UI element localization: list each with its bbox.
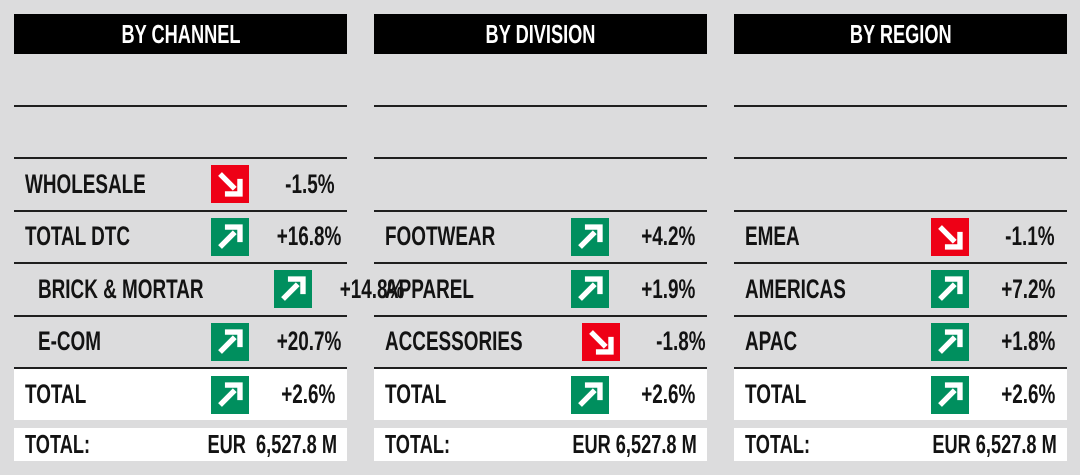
- trend-up-icon: [571, 375, 609, 414]
- metric-value: +20.7%: [276, 326, 342, 357]
- metric-value: +4.2%: [640, 221, 695, 252]
- grand-total-label: TOTAL:: [385, 429, 451, 459]
- metric-value: +14.8%: [340, 273, 405, 304]
- metric-row: BRICK & MORTAR +14.8%: [14, 264, 405, 317]
- metric-value: +1.9%: [640, 273, 695, 304]
- metric-label: E-COM: [38, 326, 101, 357]
- rows-by-region: EMEA -1.1% AMERICAS +7.2% APAC +1.8% TOTAL +2.6…: [734, 54, 1067, 420]
- panel-title: BY CHANNEL: [120, 18, 240, 49]
- metric-label: TOTAL: [25, 379, 87, 409]
- trend-up-icon: [211, 217, 249, 256]
- panel-by-channel: BY CHANNEL WHOLESALE -1.5% TOTAL DTC +16.8%…: [14, 14, 405, 461]
- grand-total-label: TOTAL:: [25, 429, 91, 459]
- empty-row: [734, 107, 1067, 159]
- grand-total-value: EUR 6,527.8 M: [572, 429, 697, 459]
- panel-header-by-channel: BY CHANNEL: [14, 14, 347, 54]
- empty-row: [374, 107, 707, 159]
- grand-total-label: TOTAL:: [745, 429, 811, 459]
- metric-label: FOOTWEAR: [385, 221, 496, 252]
- panel-header-by-division: BY DIVISION: [374, 14, 707, 54]
- grand-total-row: TOTAL: EUR 6,527.8 M: [14, 428, 347, 461]
- metric-value: +2.6%: [280, 379, 335, 409]
- metric-label: TOTAL DTC: [25, 221, 130, 252]
- rows-by-division: FOOTWEAR +4.2% APPAREL +1.9% ACCESSORIES -1.8…: [374, 54, 707, 420]
- metric-value: +7.2%: [1000, 273, 1055, 304]
- rows-by-channel: WHOLESALE -1.5% TOTAL DTC +16.8% BRICK & MOR…: [14, 54, 405, 420]
- metric-row: TOTAL +2.6%: [14, 369, 347, 420]
- empty-row: [14, 107, 347, 159]
- grand-total-row: TOTAL: EUR 6,527.8 M: [374, 428, 707, 461]
- metric-value: -1.5%: [285, 168, 335, 199]
- metric-row: TOTAL DTC +16.8%: [14, 212, 347, 264]
- grand-total-row: TOTAL: EUR 6,527.8 M: [734, 428, 1067, 461]
- metric-label: BRICK & MORTAR: [38, 273, 204, 304]
- metric-row: TOTAL +2.6%: [374, 369, 707, 420]
- metric-value: +2.6%: [640, 379, 695, 409]
- metric-row: ACCESSORIES -1.8%: [374, 317, 707, 369]
- metric-row: APAC +1.8%: [734, 317, 1067, 369]
- empty-row: [734, 54, 1067, 107]
- metric-row: EMEA -1.1%: [734, 212, 1067, 264]
- empty-row: [734, 159, 1067, 212]
- metric-value: +2.6%: [1000, 379, 1055, 409]
- metric-row: E-COM +20.7%: [14, 317, 347, 369]
- trend-up-icon: [571, 217, 609, 256]
- metric-label: AMERICAS: [745, 273, 846, 304]
- metric-label: TOTAL: [745, 379, 807, 409]
- metric-value: +16.8%: [276, 221, 342, 252]
- grand-total-value: EUR 6,527.8 M: [207, 429, 337, 459]
- trend-down-icon: [211, 165, 249, 204]
- metric-row: WHOLESALE -1.5%: [14, 159, 347, 212]
- trend-up-icon: [211, 322, 249, 361]
- metric-value: +1.8%: [1000, 326, 1055, 357]
- trend-up-icon: [211, 375, 249, 414]
- metric-label: TOTAL: [385, 379, 447, 409]
- metric-label: APAC: [745, 326, 798, 357]
- empty-row: [374, 159, 707, 212]
- trend-down-icon: [581, 322, 620, 361]
- empty-row: [14, 54, 347, 107]
- metric-row: TOTAL +2.6%: [734, 369, 1067, 420]
- trend-up-icon: [571, 270, 609, 309]
- metric-label: ACCESSORIES: [385, 326, 523, 357]
- metric-label: APPAREL: [385, 273, 474, 304]
- panel-header-by-region: BY REGION: [734, 14, 1067, 54]
- metric-row: AMERICAS +7.2%: [734, 264, 1067, 317]
- metric-label: WHOLESALE: [25, 168, 146, 199]
- metric-row: APPAREL +1.9%: [374, 264, 707, 317]
- panel-by-division: BY DIVISION FOOTWEAR +4.2% APPAREL +1.9% ACC…: [374, 14, 707, 461]
- trend-up-icon: [274, 270, 313, 309]
- trend-up-icon: [931, 375, 969, 414]
- metric-value: -1.8%: [656, 326, 706, 357]
- panel-title: BY REGION: [849, 18, 952, 49]
- grand-total-value: EUR 6,527.8 M: [932, 429, 1057, 459]
- empty-row: [374, 54, 707, 107]
- panel-title: BY DIVISION: [485, 18, 596, 49]
- metric-row: FOOTWEAR +4.2%: [374, 212, 707, 264]
- metric-label: EMEA: [745, 221, 800, 252]
- trend-up-icon: [931, 322, 969, 361]
- panel-by-region: BY REGION EMEA -1.1% AMERICAS +7.2% APAC +1.8…: [734, 14, 1067, 461]
- metric-value: -1.1%: [1005, 221, 1055, 252]
- trend-up-icon: [931, 270, 969, 309]
- trend-down-icon: [931, 217, 969, 256]
